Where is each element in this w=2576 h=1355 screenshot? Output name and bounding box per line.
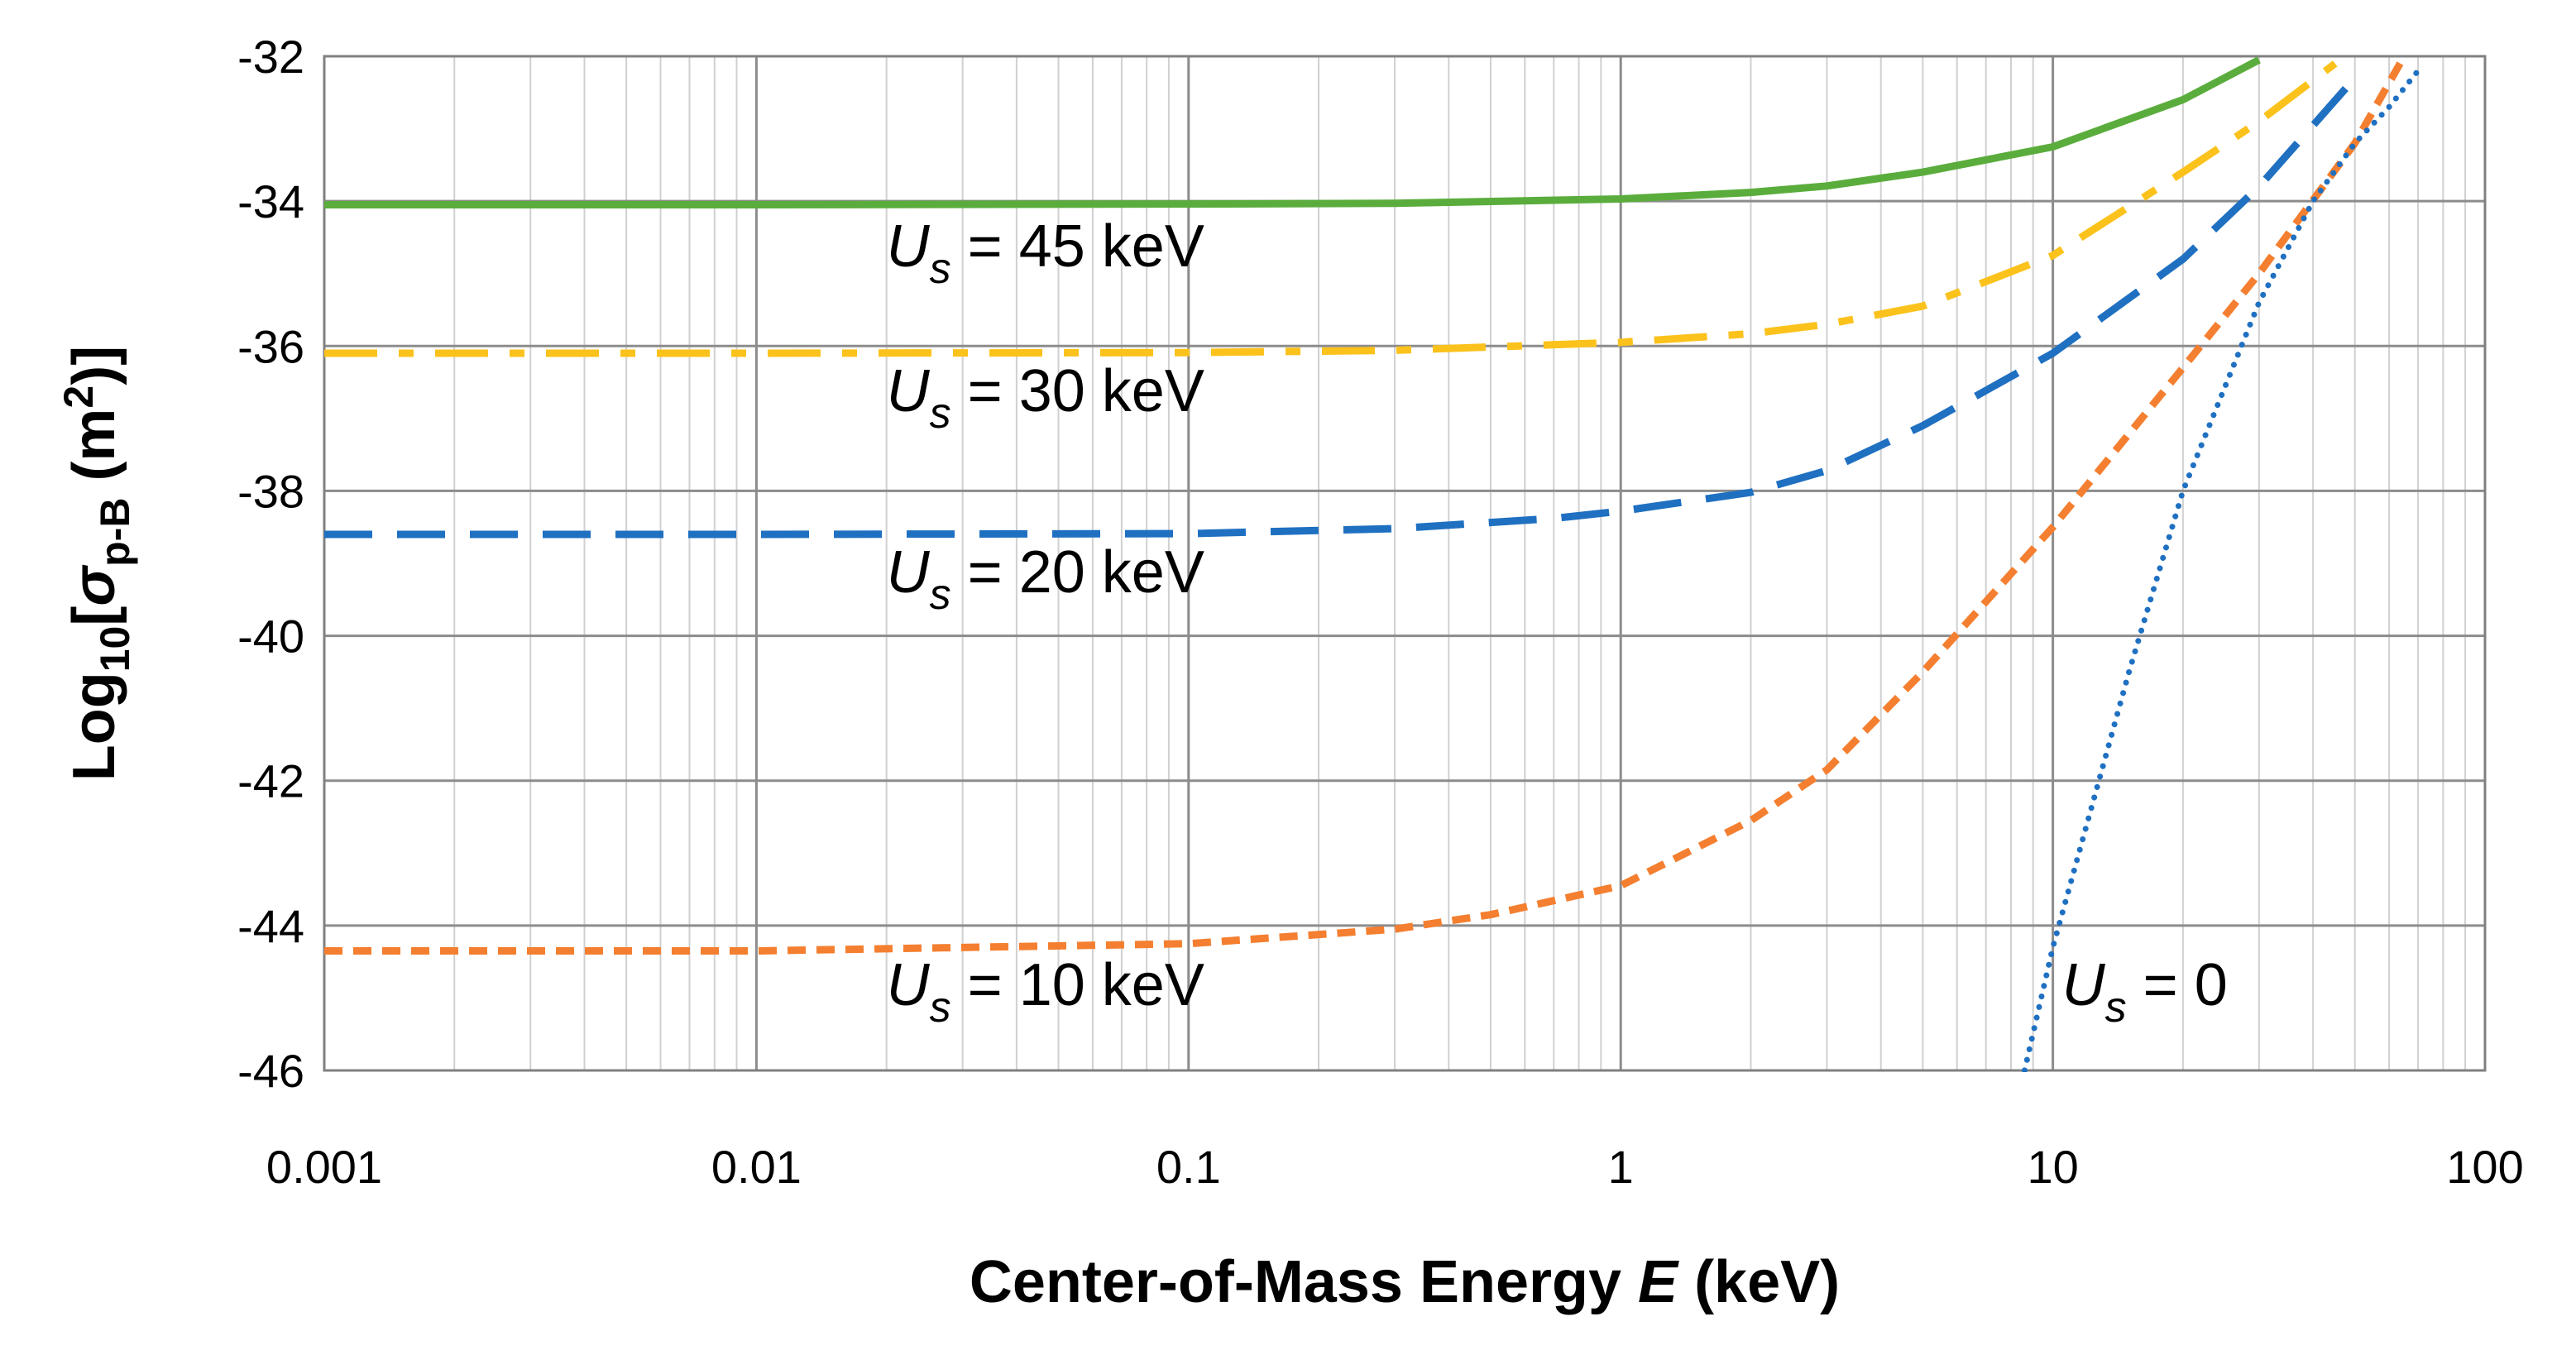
x-tick-label: 1	[1608, 1141, 1634, 1193]
y-axis-title-sigma: σ	[61, 564, 127, 606]
x-axis-title: Center-of-Mass Energy E (keV)	[970, 1249, 1840, 1315]
x-tick-label: 0.1	[1156, 1141, 1221, 1193]
y-axis-title-unit-open: (m	[61, 409, 127, 498]
annotation-text: = 30 keV	[951, 358, 1204, 424]
annotation-sub: s	[930, 571, 951, 619]
annotation-us0: Us = 0	[2062, 952, 2228, 1032]
annotation-var: U	[2062, 952, 2106, 1018]
y-axis-title: Log10[σp-B (m2)]	[55, 346, 138, 781]
y-tick-label: -36	[237, 320, 304, 372]
y-tick-label: -40	[237, 610, 304, 663]
x-axis-title-var: E	[1638, 1249, 1679, 1315]
annotation-text: = 10 keV	[951, 952, 1204, 1018]
series-line-us20	[324, 75, 2358, 539]
annotation-sub: s	[2105, 984, 2127, 1032]
y-tick-label: -44	[237, 900, 304, 952]
y-axis-title-sub: 10	[92, 626, 138, 673]
x-tick-label: 100	[2446, 1141, 2523, 1193]
y-axis-title-bracket: [	[61, 606, 127, 626]
x-axis-title-unit: (keV)	[1678, 1249, 1840, 1315]
series-line-us0	[2021, 68, 2421, 1072]
minor-gridlines	[453, 56, 2467, 1070]
series-line-us45	[324, 56, 2261, 208]
y-tick-label: -32	[237, 31, 304, 83]
y-axis-title-main: Log	[61, 672, 127, 781]
annotation-us45: Us = 45 keV	[887, 213, 1204, 293]
y-tick-label: -46	[237, 1045, 304, 1097]
annotation-us20: Us = 20 keV	[887, 539, 1204, 619]
annotation-sub: s	[930, 984, 951, 1032]
x-tick-label: 10	[2027, 1141, 2078, 1193]
annotation-text: = 0	[2127, 952, 2228, 1018]
x-axis-title-main: Center-of-Mass Energy	[970, 1249, 1638, 1315]
series-line-us10	[324, 55, 2408, 955]
y-axis-title-unit-close: )]	[61, 346, 127, 385]
y-tick-label: -42	[237, 755, 304, 807]
x-tick-label: 0.01	[711, 1141, 802, 1193]
annotation-us30: Us = 30 keV	[887, 358, 1204, 438]
y-tick-label: -38	[237, 465, 304, 517]
x-tick-label: 0.001	[266, 1141, 382, 1193]
y-axis-title-sup: 2	[55, 385, 102, 409]
annotation-sub: s	[930, 245, 951, 293]
y-tick-labels: -32 -34 -36 -38 -40 -42 -44 -46	[237, 31, 304, 1097]
annotation-var: U	[887, 358, 931, 424]
annotation-us10: Us = 10 keV	[887, 952, 1204, 1032]
annotation-sub: s	[930, 390, 951, 438]
series-line-us30	[324, 60, 2338, 357]
x-tick-labels: 0.001 0.01 0.1 1 10 100	[266, 1141, 2524, 1193]
annotation-var: U	[887, 952, 931, 1018]
annotation-var: U	[887, 213, 931, 280]
annotation-text: = 20 keV	[951, 539, 1204, 606]
series-layer	[324, 55, 2421, 1072]
y-tick-label: -34	[237, 175, 304, 227]
y-axis-title-sub2: p-B	[92, 498, 138, 567]
annotation-var: U	[887, 539, 931, 606]
annotation-text: = 45 keV	[951, 213, 1204, 280]
plot-area-frame	[323, 55, 2487, 1072]
